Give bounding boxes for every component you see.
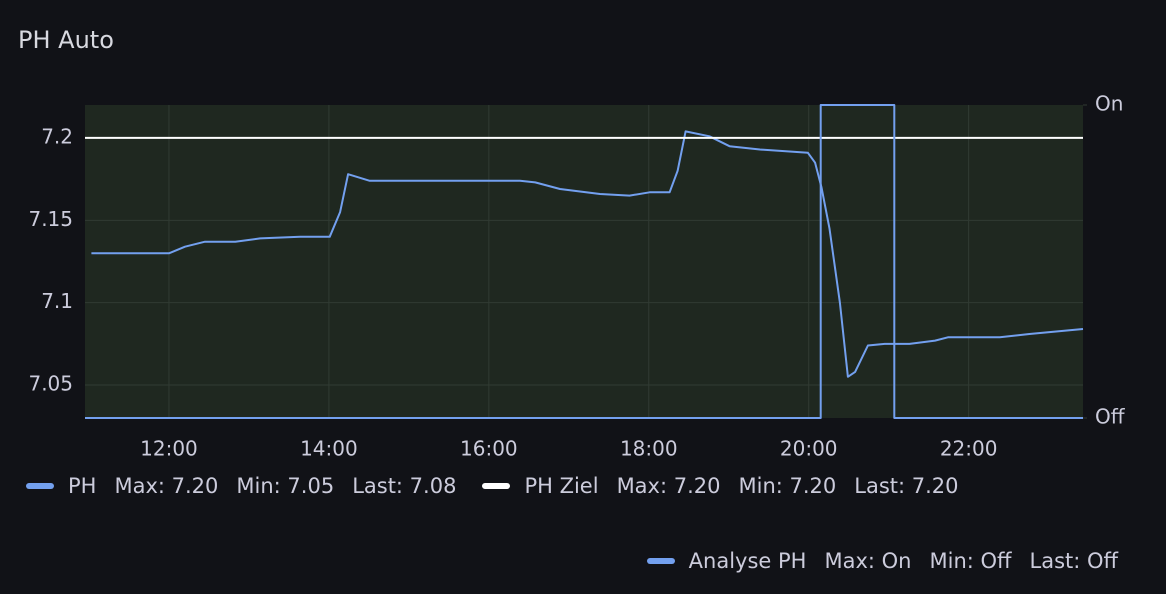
y-tick-label: 7.1 [41,289,73,313]
legend-label: PH [68,474,97,498]
legend-stat: Max: 7.20 [616,474,721,498]
panel-title: PH Auto [18,26,114,54]
chart: 7.05 7.1 7.15 7.2 12:00 14:00 16:00 18:00 20:00 2… [28,92,1126,461]
x-tick-label: 22:00 [940,437,998,461]
legend-stat: Min: 7.05 [236,474,335,498]
y2-tick-label: On [1095,92,1123,116]
y2-tick-label: Off [1095,405,1126,429]
legend-stat: Min: 7.20 [738,474,837,498]
legend-stat: Last: 7.20 [854,474,959,498]
legend: PH Max: 7.20 Min: 7.05 Last: 7.08 PH Ziel Max… [26,474,959,498]
series-line [91,130,1084,378]
legend-label: PH Ziel [524,474,599,498]
legend-item[interactable]: PH Ziel Max: 7.20 Min: 7.20 Last: 7.20 [482,474,959,498]
legend-stat: Max: 7.20 [114,474,219,498]
legend-swatch [482,483,511,489]
x-tick-label: 20:00 [780,437,838,461]
y-tick-label: 7.05 [28,372,73,396]
legend: Analyse PH Max: On Min: Off Last: Off [646,549,1119,573]
legend-item[interactable]: Analyse PH Max: On Min: Off Last: Off [646,549,1119,573]
plot-area [85,105,1083,418]
legend-item[interactable]: PH Max: 7.20 Min: 7.05 Last: 7.08 [26,474,456,498]
x-tick-label: 14:00 [300,437,358,461]
legend-label: Analyse PH [688,549,807,573]
x-tick-label: 16:00 [460,437,518,461]
legend-stat: Last: Off [1029,549,1119,573]
x-tick-label: 18:00 [620,437,678,461]
x-tick-label: 12:00 [140,437,198,461]
legend-stat: Max: On [824,549,912,573]
series-line [85,104,1083,419]
legend-swatch [646,558,675,564]
y-tick-label: 7.2 [41,124,73,148]
legend-stat: Min: Off [929,549,1012,573]
legend-swatch [26,483,54,489]
y-tick-label: 7.15 [28,207,73,231]
legend-stat: Last: 7.08 [352,474,457,498]
